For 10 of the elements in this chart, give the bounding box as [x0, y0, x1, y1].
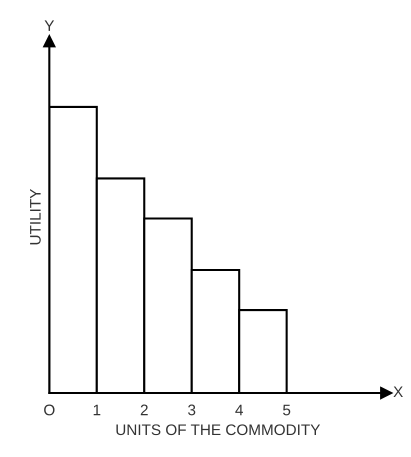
x-tick-label: O [44, 404, 55, 416]
text: X [393, 386, 403, 397]
text: Y [44, 20, 54, 31]
x-tick-label: 5 [283, 404, 290, 416]
y-axis-title: UTILITY [30, 188, 41, 244]
x-tick-label: 4 [235, 404, 243, 416]
x-tick-label: 3 [188, 404, 196, 416]
x-tick-label: 2 [140, 404, 148, 416]
x-tick-label: 1 [94, 404, 100, 416]
x-axis-title: UNITS OF THE COMMODITY [116, 424, 320, 436]
